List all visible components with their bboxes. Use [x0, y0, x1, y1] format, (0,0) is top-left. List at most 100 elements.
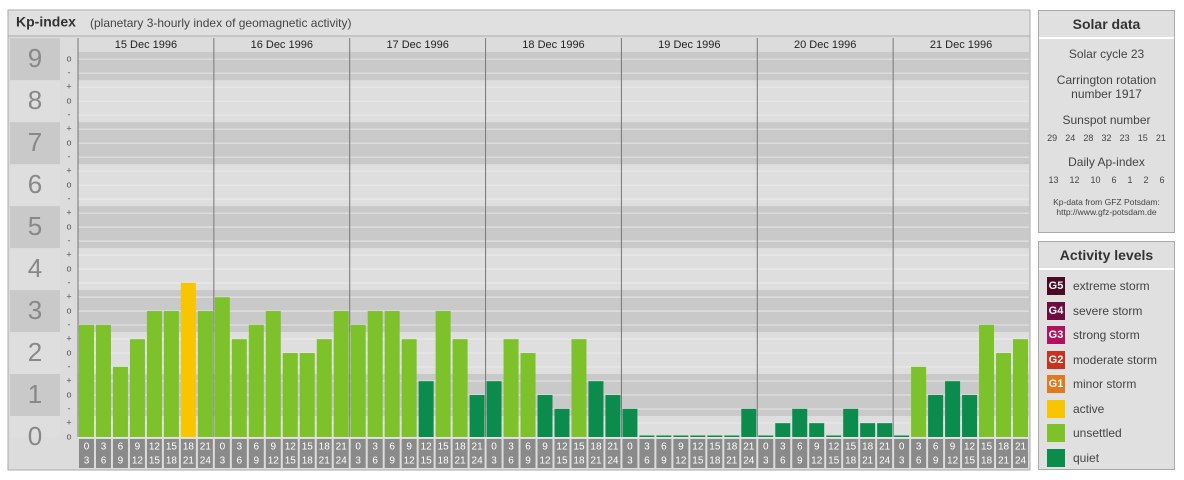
time-box — [877, 439, 893, 468]
bar — [639, 435, 655, 437]
time-box — [707, 439, 723, 468]
date-label: 19 Dec 1996 — [658, 39, 720, 51]
minor-tick-label: - — [68, 151, 71, 161]
minor-tick-label: o — [66, 221, 71, 231]
bar — [843, 408, 859, 437]
minor-tick-label: + — [66, 82, 71, 92]
time-end: 3 — [355, 456, 361, 467]
bar — [775, 423, 791, 437]
time-end: 3 — [491, 456, 497, 467]
time-end: 21 — [183, 456, 195, 467]
time-start: 18 — [998, 442, 1010, 453]
label-cell — [10, 248, 60, 291]
minor-tick-label: + — [66, 417, 71, 427]
minor-tick-label: + — [66, 207, 71, 217]
time-start: 9 — [271, 442, 277, 453]
date-label: 15 Dec 1996 — [115, 39, 177, 51]
time-box — [452, 439, 468, 468]
legend-item: unsettled — [1039, 421, 1174, 446]
time-start: 12 — [828, 442, 840, 453]
time-end: 15 — [828, 456, 840, 467]
y-tick-label: 1 — [28, 379, 42, 409]
bar — [79, 324, 94, 437]
time-start: 3 — [101, 442, 107, 453]
time-box — [809, 439, 825, 468]
time-end: 15 — [964, 456, 976, 467]
time-box — [503, 439, 519, 468]
time-start: 15 — [845, 442, 857, 453]
time-box — [792, 439, 808, 468]
minor-tick-label: o — [66, 389, 71, 399]
time-start: 18 — [862, 442, 874, 453]
time-box — [860, 439, 876, 468]
time-end: 21 — [455, 456, 467, 467]
time-end: 15 — [556, 456, 568, 467]
time-start: 9 — [542, 442, 548, 453]
minor-tick-label: - — [68, 403, 71, 413]
bar — [741, 408, 757, 437]
bar — [367, 311, 383, 437]
legend-swatch — [1047, 424, 1065, 443]
time-end: 24 — [1015, 456, 1027, 467]
time-end: 24 — [743, 456, 755, 467]
time-end: 21 — [319, 456, 331, 467]
bar — [894, 435, 910, 437]
label-cell — [10, 206, 60, 249]
time-end: 9 — [118, 456, 124, 467]
time-box — [163, 439, 179, 468]
activity-panel: Activity levels G5 extreme storm G4 severe … — [1038, 241, 1175, 470]
minor-tick-label: o — [66, 347, 71, 357]
number: 32 — [1101, 133, 1112, 143]
bar — [537, 395, 553, 437]
sunspot-row: 29 24 28 32 23 15 21 — [1039, 133, 1174, 143]
time-end: 18 — [166, 456, 178, 467]
time-end: 12 — [675, 456, 687, 467]
legend-label: active — [1073, 401, 1105, 416]
title: Kp-index — [16, 14, 76, 30]
minor-tick-label: - — [68, 67, 71, 77]
y-tick-label: 5 — [28, 211, 42, 241]
time-end: 9 — [797, 456, 803, 467]
number: 24 — [1065, 133, 1076, 143]
title-bar — [7, 9, 1031, 37]
bar — [333, 311, 349, 437]
time-start: 3 — [780, 442, 786, 453]
number: 13 — [1048, 175, 1059, 185]
time-box — [129, 439, 145, 468]
bar — [809, 423, 825, 437]
minor-tick-label: o — [66, 95, 71, 105]
time-end: 3 — [84, 456, 90, 467]
minor-tick-label: o — [66, 137, 71, 147]
source-url[interactable]: http://www.gfz-potsdam.de — [1056, 207, 1157, 217]
bar — [384, 311, 400, 437]
date-label: 20 Dec 1996 — [794, 39, 856, 51]
time-box — [894, 439, 910, 468]
panel-title: Activity levels — [1039, 242, 1174, 270]
label-cell — [10, 374, 60, 417]
bar — [690, 435, 706, 437]
bar — [248, 324, 264, 437]
time-start: 6 — [797, 442, 803, 453]
bar — [469, 395, 485, 437]
bar — [605, 395, 621, 437]
legend-label: strong storm — [1073, 328, 1140, 343]
time-box — [418, 439, 434, 468]
label-cell — [10, 80, 60, 123]
time-box — [639, 439, 655, 468]
minor-tick-label: o — [66, 431, 71, 441]
time-end: 15 — [421, 456, 433, 467]
time-start: 21 — [472, 442, 484, 453]
bar — [401, 339, 417, 437]
time-start: 12 — [964, 442, 976, 453]
bar — [435, 311, 451, 437]
bar — [554, 408, 570, 437]
time-start: 9 — [950, 442, 956, 453]
time-start: 18 — [726, 442, 738, 453]
bar — [197, 311, 213, 437]
time-start: 21 — [1015, 442, 1027, 453]
bar — [231, 339, 247, 437]
bar — [996, 353, 1012, 437]
time-box — [741, 439, 757, 468]
y-tick-label: 2 — [28, 337, 42, 367]
time-start: 21 — [200, 442, 212, 453]
